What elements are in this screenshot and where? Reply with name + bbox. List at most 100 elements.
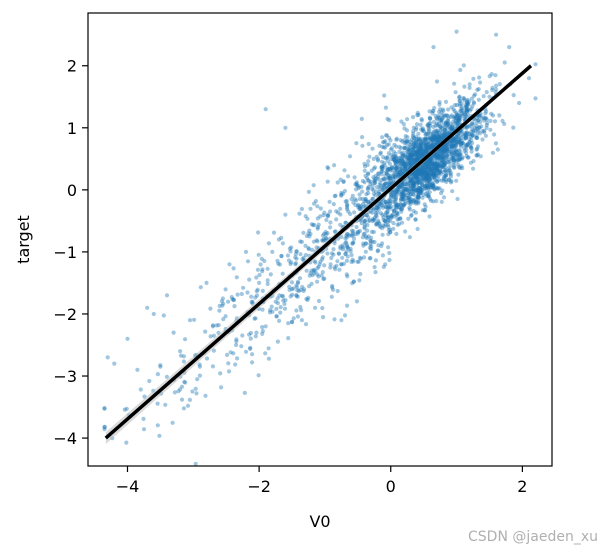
scatter-point: [379, 202, 384, 207]
scatter-point: [418, 145, 423, 150]
scatter-point: [425, 160, 430, 165]
scatter-point: [395, 217, 400, 222]
scatter-point: [468, 144, 474, 149]
scatter-point: [421, 169, 426, 174]
scatter-point: [245, 290, 250, 295]
scatter-point: [461, 141, 466, 146]
scatter-point: [366, 141, 371, 147]
scatter-point: [425, 161, 430, 166]
scatter-point: [467, 85, 472, 90]
scatter-point: [135, 367, 140, 372]
scatter-point: [415, 142, 420, 147]
scatter-point: [409, 188, 414, 194]
scatter-point: [449, 126, 454, 131]
scatter-point: [299, 239, 304, 244]
scatter-point: [403, 154, 408, 159]
scatter-point: [451, 143, 456, 149]
scatter-point: [403, 182, 408, 187]
scatter-point: [374, 189, 379, 194]
scatter-point: [437, 115, 442, 121]
scatter-point: [371, 217, 376, 222]
scatter-point: [431, 175, 436, 180]
scatter-point: [431, 133, 436, 138]
scatter-point: [309, 222, 314, 227]
scatter-point: [321, 315, 326, 320]
scatter-point: [407, 194, 412, 200]
scatter-point: [424, 179, 429, 184]
scatter-point: [387, 166, 392, 171]
scatter-point: [440, 152, 445, 157]
scatter-point: [482, 128, 487, 133]
scatter-point: [468, 160, 473, 165]
scatter-point: [386, 204, 391, 210]
scatter-point: [239, 344, 244, 349]
scatter-point: [391, 208, 397, 214]
scatter-point: [401, 190, 406, 195]
scatter-point: [474, 116, 479, 121]
scatter-point: [477, 114, 482, 119]
scatter-point: [436, 137, 442, 142]
scatter-point: [474, 135, 479, 140]
scatter-point: [274, 314, 279, 319]
scatter-point: [446, 170, 451, 175]
scatter-point: [432, 169, 438, 174]
scatter-point: [453, 115, 458, 120]
scatter-point: [393, 161, 398, 166]
scatter-point: [289, 280, 295, 285]
scatter-point: [366, 218, 371, 224]
scatter-point: [413, 187, 418, 192]
scatter-point: [400, 202, 405, 208]
scatter-point: [458, 108, 463, 113]
scatter-point: [266, 346, 271, 351]
scatter-point: [426, 138, 431, 143]
scatter-point: [428, 160, 433, 165]
scatter-point: [303, 214, 308, 219]
scatter-point: [256, 252, 261, 257]
scatter-point: [392, 159, 398, 164]
scatter-point: [242, 390, 247, 395]
scatter-point: [413, 139, 419, 144]
scatter-point: [415, 194, 420, 199]
x-tick-label: −4: [116, 477, 140, 496]
scatter-point: [419, 117, 424, 122]
scatter-point: [423, 204, 428, 209]
scatter-point: [461, 110, 466, 115]
scatter-point: [433, 155, 438, 160]
scatter-point: [405, 158, 410, 163]
scatter-point: [195, 377, 200, 382]
scatter-point: [452, 137, 457, 142]
scatter-point: [439, 136, 444, 141]
scatter-point: [385, 155, 390, 161]
scatter-point: [423, 147, 428, 152]
scatter-point: [415, 168, 420, 173]
scatter-point: [497, 113, 502, 118]
scatter-point: [460, 113, 465, 118]
scatter-point: [473, 126, 478, 131]
scatter-point: [363, 196, 368, 202]
scatter-point: [403, 201, 408, 206]
scatter-point: [409, 197, 414, 202]
scatter-point: [359, 205, 364, 210]
scatter-point: [425, 142, 430, 147]
scatter-point: [392, 142, 397, 147]
scatter-point: [391, 209, 396, 214]
scatter-point: [339, 318, 344, 323]
scatter-point: [416, 131, 421, 136]
scatter-point: [378, 150, 383, 155]
scatter-point: [459, 129, 464, 134]
scatter-point: [459, 138, 464, 143]
scatter-point: [436, 139, 441, 145]
scatter-point: [415, 187, 420, 193]
scatter-point: [376, 243, 381, 248]
scatter-point: [451, 158, 457, 163]
scatter-point: [459, 106, 464, 111]
scatter-point: [383, 199, 388, 204]
scatter-point: [357, 255, 362, 260]
scatter-point: [415, 195, 420, 200]
scatter-point: [402, 193, 407, 198]
scatter-point: [233, 362, 238, 367]
scatter-point: [400, 161, 405, 166]
scatter-point: [388, 173, 393, 178]
scatter-point: [402, 187, 407, 192]
scatter-point: [394, 168, 399, 173]
